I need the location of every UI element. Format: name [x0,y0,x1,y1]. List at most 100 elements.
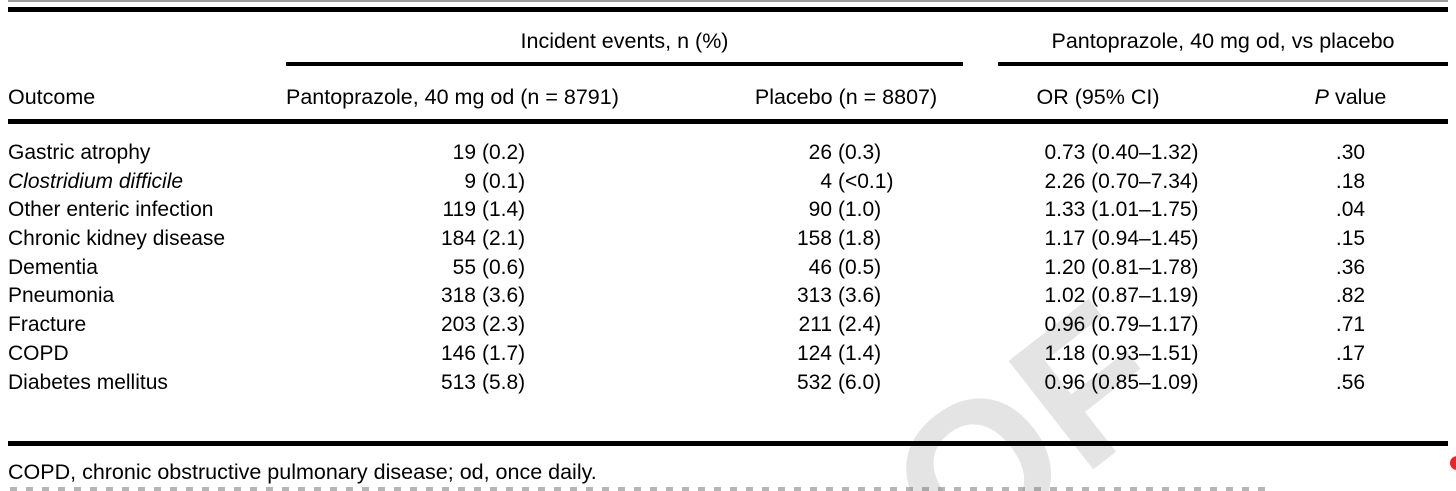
placebo-cell: 158 (1.8) [616,225,881,254]
placebo-count: 90 [808,198,832,222]
spanner-incident-events: Incident events, n (%) [520,29,729,53]
placebo-cell: 211 (2.4) [616,311,882,340]
pantoprazole-cell: 119 (1.4) [286,196,526,225]
placebo-count: 124 [796,341,832,365]
pantoprazole-count: 146 [440,341,476,365]
pantoprazole-count: 513 [440,370,476,394]
placebo-cell: 46 (0.5) [616,254,882,283]
outcome-cell: Diabetes mellitus [8,370,168,394]
or-ci-cell: 1.33 (1.01–1.75) [1044,198,1199,222]
incident-events-rule [286,62,963,66]
placebo-cell: 532 (6.0) [616,369,881,398]
p-value-cell: .71 [1335,313,1366,337]
placebo-percent: (3.6) [838,284,882,308]
placebo-percent: (0.5) [838,255,882,279]
outcome-cell: Clostridium difficile [8,169,184,193]
placebo-percent: (2.4) [838,313,882,337]
table-row: Gastric atrophy 19 (0.2) 26 (0.3) 0.73 (0.40–… [0,139,1456,168]
outcome-cell: Pneumonia [8,284,115,308]
or-ci-cell: 0.73 (0.40–1.32) [1044,141,1199,164]
pantoprazole-cell: 146 (1.7) [286,340,525,369]
outcome-cell: Dementia [8,255,98,279]
pantoprazole-cell: 513 (5.8) [286,369,525,398]
or-ci-cell: 1.20 (0.81–1.78) [1044,255,1199,279]
column-header-or-ci: OR (95% CI) [1036,85,1160,109]
pantoprazole-percent: (2.1) [482,227,526,251]
placebo-count: 158 [796,227,832,251]
column-header-placebo: Placebo (n = 8807) [754,85,938,109]
spanner-vs-placebo: Pantoprazole, 40 mg od, vs placebo [1051,29,1395,53]
p-value-cell: .82 [1335,284,1366,308]
placebo-percent: (1.8) [838,227,882,251]
outcome-cell: Other enteric infection [8,198,214,222]
table-row: Fracture 203 (2.3) 211 (2.4) 0.96 (0.79–1.17)… [0,311,1456,340]
placebo-cell: 124 (1.4) [616,340,881,369]
placebo-cell: 313 (3.6) [616,282,881,311]
vs-placebo-rule [998,62,1448,66]
pantoprazole-cell: 318 (3.6) [286,282,525,311]
header-bottom-rule [8,119,1448,124]
pantoprazole-count: 184 [440,227,476,251]
pantoprazole-count: 55 [452,255,476,279]
pantoprazole-percent: (2.3) [482,313,526,337]
placebo-percent: (<0.1) [838,169,894,193]
placebo-percent: (1.0) [838,198,882,222]
column-header-outcome: Outcome [8,85,96,109]
p-value-italic-p: P [1314,85,1329,109]
pantoprazole-percent: (0.6) [482,255,526,279]
pantoprazole-cell: 203 (2.3) [286,311,525,340]
column-header-pantoprazole: Pantoprazole, 40 mg od (n = 8791) [286,85,619,109]
p-value-cell: .56 [1335,370,1366,394]
p-value-cell: .04 [1335,198,1366,222]
placebo-cell: 26 (0.3) [616,139,882,168]
placebo-cell: 90 (1.0) [616,196,882,225]
table-row: Other enteric infection 119 (1.4) 90 (1.0) 1.… [0,196,1456,225]
placebo-count: 4 [820,169,832,193]
outcome-cell: Chronic kidney disease [8,227,226,251]
or-ci-cell: 0.96 (0.79–1.17) [1044,313,1199,337]
pantoprazole-percent: (0.1) [482,169,526,193]
table-row: Diabetes mellitus 513 (5.8) 532 (6.0) 0.96 (0… [0,369,1456,398]
annotation-marker-dot [1450,456,1456,470]
p-value-word: value [1334,85,1387,109]
or-ci-cell: 1.17 (0.94–1.45) [1044,227,1199,251]
placebo-count: 532 [796,370,832,394]
p-value-cell: .30 [1335,141,1366,164]
placebo-percent: (6.0) [838,370,882,394]
placebo-count: 46 [808,255,832,279]
pantoprazole-count: 9 [464,169,476,193]
table-row: Chronic kidney disease 184 (2.1) 158 (1.8) 1.… [0,225,1456,254]
p-value-cell: .17 [1335,341,1366,365]
pantoprazole-cell: 9 (0.1) [286,168,525,197]
table-bottom-rule [8,441,1448,446]
pantoprazole-cell: 19 (0.2) [286,139,526,168]
abbreviation-footnote: COPD, chronic obstructive pulmonary dise… [8,460,597,484]
cut-text-artifact [10,487,1270,491]
placebo-percent: (1.4) [838,341,882,365]
placebo-count: 26 [808,141,832,164]
pantoprazole-cell: 55 (0.6) [286,254,526,283]
placebo-percent: (0.3) [838,141,882,164]
or-ci-cell: 0.96 (0.85–1.09) [1044,370,1199,394]
table-top-rule [8,7,1448,12]
placebo-count: 313 [796,284,832,308]
or-ci-cell: 1.18 (0.93–1.51) [1044,341,1199,365]
outcome-cell: COPD [8,341,69,365]
pantoprazole-percent: (1.4) [482,198,526,222]
table-row: Pneumonia 318 (3.6) 313 (3.6) 1.02 (0.87–1.19… [0,282,1456,311]
pantoprazole-percent: (0.2) [482,141,526,164]
pantoprazole-count: 203 [440,313,476,337]
outcome-cell: Fracture [8,313,87,337]
table-row: COPD 146 (1.7) 124 (1.4) 1.18 (0.93–1.51) .17 [0,340,1456,369]
pantoprazole-count: 318 [440,284,476,308]
pantoprazole-cell: 184 (2.1) [286,225,525,254]
crop-artifact-line [8,0,1448,2]
column-header-p-value: P value [1253,85,1448,110]
pantoprazole-count: 119 [442,198,476,222]
placebo-count: 211 [798,313,832,337]
table-body: Gastric atrophy 19 (0.2) 26 (0.3) 0.73 (0.40–… [0,139,1456,397]
or-ci-cell: 2.26 (0.70–7.34) [1044,169,1199,193]
pantoprazole-percent: (5.8) [482,370,526,394]
p-value-cell: .15 [1335,227,1366,251]
